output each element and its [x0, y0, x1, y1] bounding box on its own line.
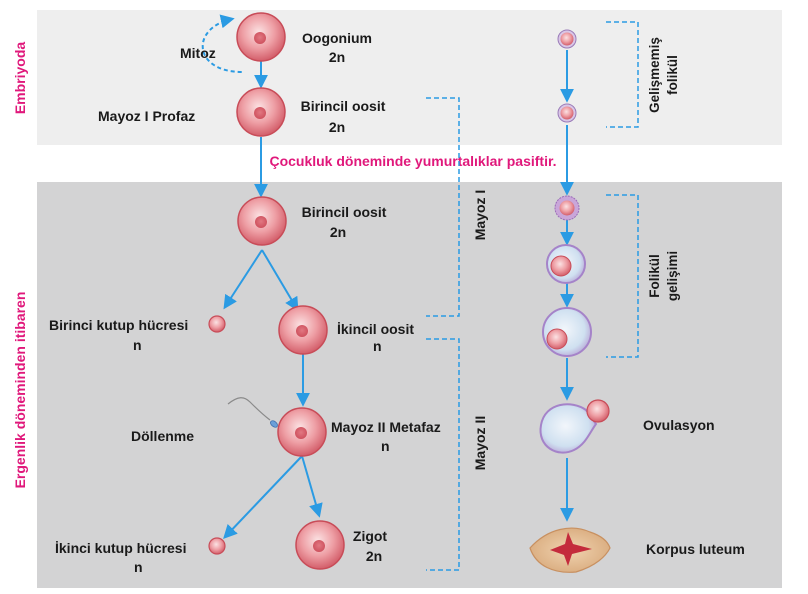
mitosis-loop-arrow [201, 14, 243, 73]
embryo-band [37, 10, 782, 145]
metaphase-cell [277, 407, 327, 457]
undeveloped-label-2: folikül [665, 55, 680, 95]
nucleus [296, 325, 308, 337]
corpus-luteum-shape [529, 527, 611, 573]
arrow-to-secondary-oocyte [261, 249, 299, 312]
puberty-side-label: Ergenlik döneminden itibaren [12, 292, 28, 489]
metaphase-name: Mayoz II Metafaz [331, 419, 441, 435]
meiosis2-label: Mayoz II [472, 416, 488, 470]
arrow-to-second-polar [223, 455, 303, 540]
first-polar-name: Birinci kutup hücresi [49, 317, 188, 333]
zygote-cell [295, 520, 345, 570]
puberty-band [37, 182, 782, 588]
first-polar-ploidy: n [133, 337, 142, 353]
development-label-1: Folikül [647, 254, 662, 298]
primary-oocyte-2-name: Birincil oosit [302, 204, 387, 220]
fertilization-label: Döllenme [131, 428, 194, 444]
arrow-to-zygote [301, 455, 323, 518]
first-polar-body [208, 315, 226, 333]
nucleus [295, 427, 307, 439]
primary-oocyte-cell-2 [237, 196, 287, 246]
meiosis2-bracket [426, 338, 460, 571]
development-label-2: gelişimi [665, 251, 680, 301]
ovulating-follicle [539, 399, 610, 454]
embryo-side-label: Embriyoda [12, 42, 28, 115]
primary-oocyte-cell-1 [236, 87, 286, 137]
undeveloped-follicle-bracket [606, 21, 639, 128]
secondary-oocyte-name: İkincil oosit [337, 321, 414, 337]
oogonium-cell [236, 12, 286, 62]
second-polar-ploidy: n [134, 559, 143, 575]
zygote-name: Zigot [353, 528, 388, 544]
developing-follicle-2 [546, 244, 586, 284]
meiosis1-bracket [426, 97, 460, 317]
developing-follicle-3 [542, 307, 592, 357]
primordial-follicle-2 [557, 103, 577, 123]
ovulation-label: Ovulasyon [643, 417, 715, 433]
nucleus [254, 32, 266, 44]
mitosis-label: Mitoz [180, 45, 216, 61]
meiosis-brackets [426, 97, 460, 571]
arrow-to-first-polar [223, 249, 263, 310]
second-polar-body [208, 537, 226, 555]
secondary-oocyte-cell [278, 305, 328, 355]
primary-oocyte-1-ploidy: 2n [329, 119, 345, 135]
lineage-arrows [201, 14, 323, 540]
prophase-label: Mayoz I Profaz [98, 108, 195, 124]
nucleus [254, 107, 266, 119]
zygote-ploidy: 2n [366, 548, 382, 564]
nucleus [255, 216, 267, 228]
follicle-development-bracket [606, 194, 639, 358]
second-polar-name: İkinci kutup hücresi [55, 540, 186, 556]
primary-oocyte-1-name: Birincil oosit [301, 98, 386, 114]
oogonium-ploidy: 2n [329, 49, 345, 65]
corpus-luteum-label: Korpus luteum [646, 541, 745, 557]
childhood-banner: Çocukluk döneminde yumurtalıklar pasifti… [269, 153, 556, 169]
metaphase-ploidy: n [381, 438, 390, 454]
sperm-icon [227, 397, 278, 428]
primary-oocyte-2-ploidy: 2n [330, 224, 346, 240]
oogonium-name: Oogonium [302, 30, 372, 46]
developing-follicle-1 [554, 195, 580, 221]
nucleus [313, 540, 325, 552]
follicle-brackets [606, 21, 639, 358]
undeveloped-label-1: Gelişmemiş [647, 37, 662, 113]
meiosis1-label: Mayoz I [472, 190, 488, 241]
primordial-follicle-1 [557, 29, 577, 49]
secondary-oocyte-ploidy: n [373, 338, 382, 354]
